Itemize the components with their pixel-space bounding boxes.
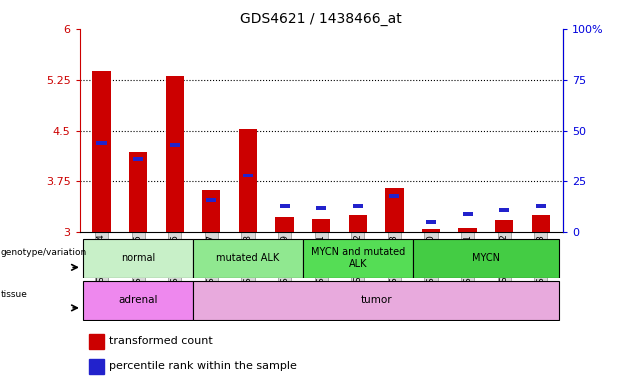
Bar: [83, 239, 193, 278]
Bar: [316, 206, 326, 210]
Bar: [349, 215, 367, 232]
Bar: [413, 239, 559, 278]
Bar: [243, 174, 253, 177]
Title: GDS4621 / 1438466_at: GDS4621 / 1438466_at: [240, 12, 402, 26]
Bar: [206, 198, 216, 202]
Bar: [238, 129, 257, 232]
Bar: [165, 76, 184, 232]
Bar: [92, 71, 111, 232]
Bar: [353, 204, 363, 208]
Text: tissue: tissue: [1, 290, 28, 300]
Text: MYCN and mutated
ALK: MYCN and mutated ALK: [310, 247, 405, 269]
Bar: [275, 217, 294, 232]
Text: mutated ALK: mutated ALK: [216, 253, 280, 263]
Bar: [89, 359, 104, 374]
Text: genotype/variation: genotype/variation: [1, 248, 87, 257]
Bar: [170, 143, 180, 147]
Bar: [385, 188, 404, 232]
Bar: [532, 215, 550, 232]
Bar: [280, 204, 289, 208]
Bar: [303, 239, 413, 278]
Text: MYCN: MYCN: [472, 253, 500, 263]
Text: transformed count: transformed count: [109, 336, 212, 346]
Text: percentile rank within the sample: percentile rank within the sample: [109, 361, 296, 371]
Text: adrenal: adrenal: [118, 295, 158, 306]
Bar: [426, 220, 436, 224]
Text: tumor: tumor: [361, 295, 392, 306]
Bar: [202, 190, 221, 232]
Bar: [499, 208, 509, 212]
Bar: [389, 194, 399, 198]
Bar: [459, 228, 477, 232]
Bar: [193, 239, 303, 278]
Bar: [462, 212, 473, 216]
Bar: [422, 229, 440, 232]
Bar: [536, 204, 546, 208]
Bar: [133, 157, 143, 161]
Bar: [83, 281, 193, 320]
Bar: [89, 334, 104, 349]
Bar: [97, 141, 106, 145]
Text: normal: normal: [121, 253, 155, 263]
Bar: [193, 281, 559, 320]
Bar: [495, 220, 513, 232]
Bar: [129, 152, 148, 232]
Bar: [312, 219, 330, 232]
